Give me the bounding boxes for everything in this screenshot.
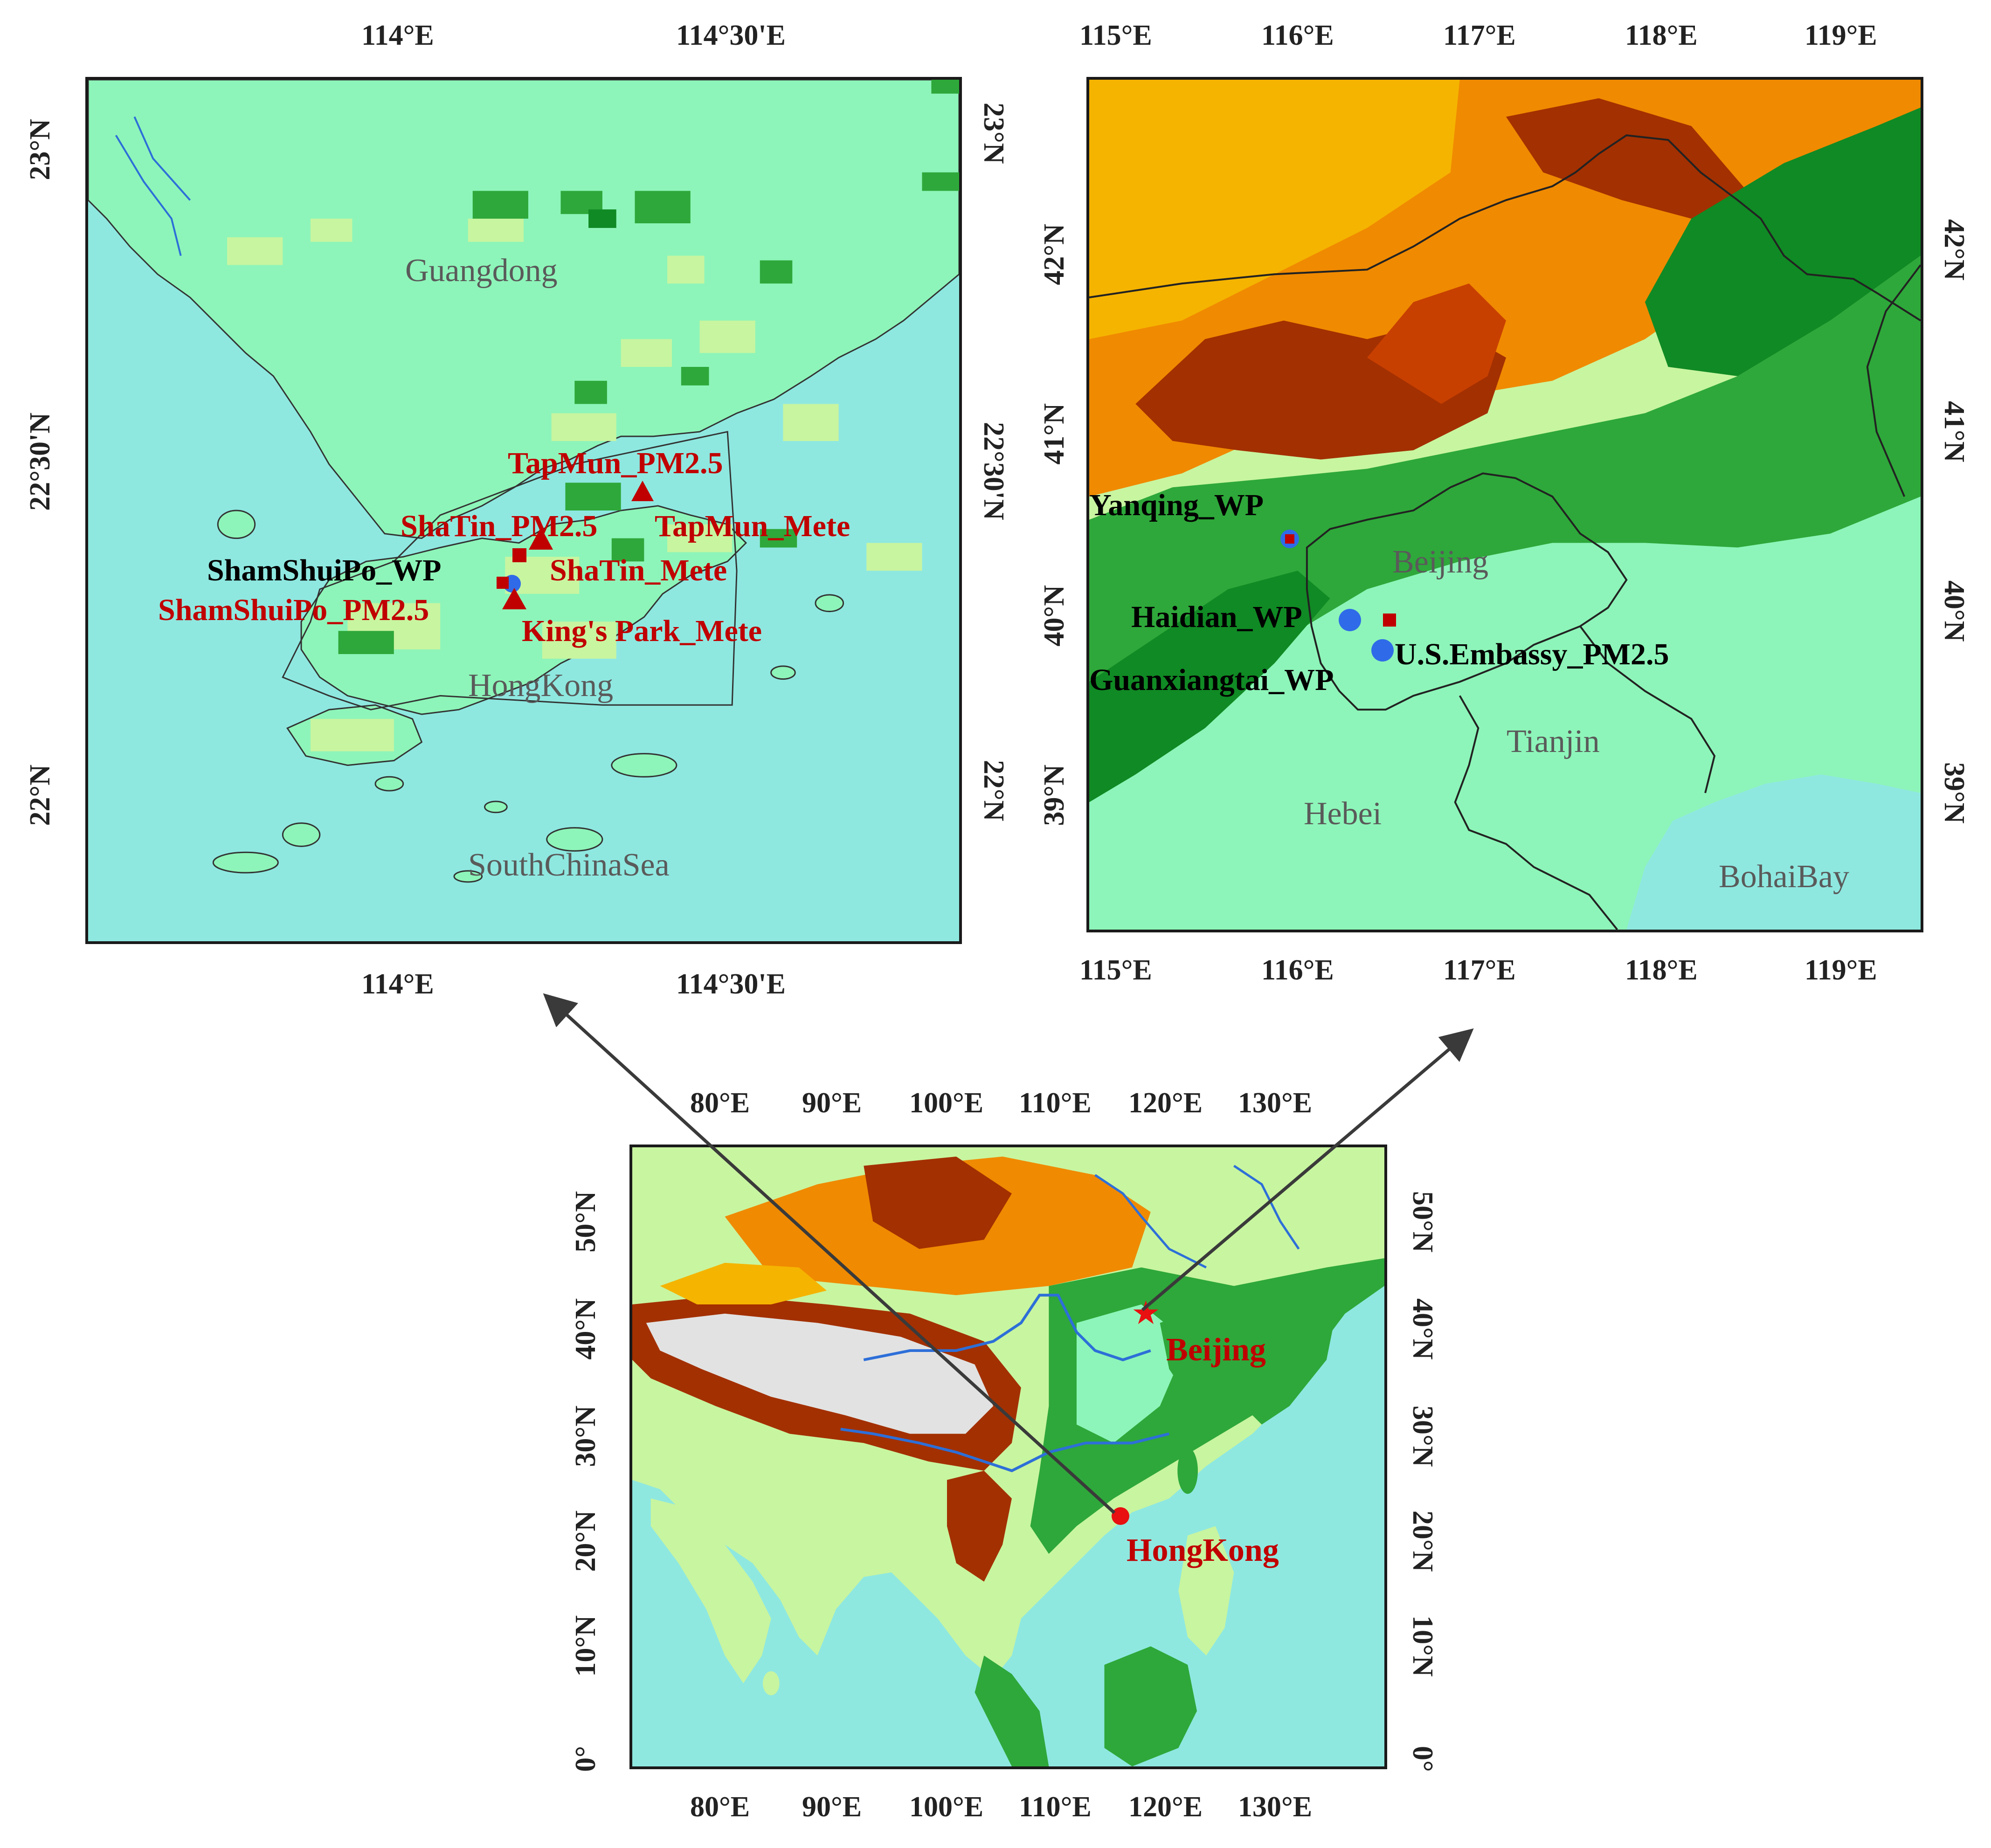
bj-top-tick-4: 118°E — [1625, 20, 1698, 51]
label-tapmun-pm: TapMun_PM2.5 — [508, 446, 723, 480]
cn-top-tick-5: 120°E — [1128, 1087, 1203, 1119]
china-map-frame: ★ Beijing HongKong — [629, 1145, 1387, 1769]
shatin-mete-marker — [529, 527, 553, 550]
bj-top-tick-1: 115°E — [1079, 20, 1152, 51]
cn-right-tick-4: 20°N — [1407, 1510, 1438, 1572]
hk-right-tick-2: 22°30'N — [978, 422, 1009, 520]
cn-top-tick-4: 110°E — [1019, 1087, 1092, 1119]
cn-top-tick-6: 130°E — [1238, 1087, 1313, 1119]
bj-top-tick-5: 119°E — [1804, 20, 1877, 51]
cn-right-tick-5: 10°N — [1407, 1615, 1438, 1677]
bj-left-tick-1: 42°N — [1038, 224, 1070, 285]
label-shamshuipo-wp: ShamShuiPo_WP — [207, 553, 442, 587]
label-tapmun-mete: TapMun_Mete — [655, 509, 850, 543]
cn-left-tick-1: 50°N — [570, 1191, 601, 1253]
cn-bottom-tick-6: 130°E — [1238, 1791, 1313, 1823]
cn-right-tick-6: 0° — [1407, 1746, 1438, 1772]
cn-right-tick-2: 40°N — [1407, 1298, 1438, 1360]
cn-bottom-tick-3: 100°E — [909, 1791, 984, 1823]
bj-bottom-tick-5: 119°E — [1804, 954, 1877, 986]
label-shatin-mete: ShaTin_Mete — [550, 553, 727, 587]
region-southchinasea: SouthChinaSea — [468, 847, 670, 883]
bj-bottom-tick-2: 116°E — [1261, 954, 1334, 986]
beijing-map-frame: Beijing Tianjin Hebei BohaiBay Yanqing_W… — [1086, 77, 1923, 932]
us-embassy-pm-marker — [1383, 614, 1396, 627]
region-hongkong: HongKong — [468, 668, 614, 703]
cn-left-tick-3: 30°N — [570, 1406, 601, 1467]
bj-right-tick-2: 41°N — [1938, 401, 1970, 462]
hk-top-tick-2: 114°30'E — [676, 20, 786, 51]
haidian-wp-marker — [1339, 609, 1361, 631]
hongkong-map-frame: Guangdong HongKong SouthChinaSea TapMun_… — [85, 77, 962, 944]
cn-bottom-tick-5: 120°E — [1128, 1791, 1203, 1823]
label-shamshuipo-pm: ShamShuiPo_PM2.5 — [158, 593, 429, 627]
region-guangdong: Guangdong — [405, 253, 558, 289]
cn-left-tick-5: 10°N — [570, 1615, 601, 1677]
label-kingspark-mete: King's Park_Mete — [522, 614, 762, 648]
hk-left-tick-3: 22°N — [24, 765, 56, 826]
hk-top-tick-1: 114°E — [361, 20, 434, 51]
cn-top-tick-3: 100°E — [909, 1087, 984, 1119]
shamshuipo-pm-marker — [497, 577, 509, 589]
bj-top-tick-2: 116°E — [1261, 20, 1334, 51]
bj-right-tick-1: 42°N — [1938, 219, 1970, 281]
hk-left-tick-2: 22°30'N — [24, 413, 56, 511]
label-us-embassy-pm: U.S.Embassy_PM2.5 — [1395, 637, 1669, 671]
label-yanqing-wp: Yanqing_WP — [1089, 488, 1264, 522]
cn-bottom-tick-1: 80°E — [690, 1791, 750, 1823]
cn-left-tick-6: 0° — [570, 1746, 601, 1772]
label-hongkong-city: HongKong — [1127, 1532, 1279, 1568]
bj-bottom-tick-3: 117°E — [1443, 954, 1516, 986]
bj-right-tick-3: 40°N — [1938, 580, 1970, 642]
cn-left-tick-2: 40°N — [570, 1298, 601, 1360]
label-guanxiangtai-wp: Guanxiangtai_WP — [1089, 663, 1334, 697]
region-bohaibay: BohaiBay — [1719, 859, 1849, 895]
bj-left-tick-4: 39°N — [1038, 765, 1070, 826]
bj-bottom-tick-4: 118°E — [1625, 954, 1698, 986]
kingspark-mete-marker — [502, 588, 526, 609]
hk-right-tick-3: 22°N — [978, 760, 1009, 821]
bj-right-tick-4: 39°N — [1938, 762, 1970, 824]
cn-bottom-tick-4: 110°E — [1019, 1791, 1092, 1823]
cn-right-tick-3: 30°N — [1407, 1406, 1438, 1467]
bj-bottom-tick-1: 115°E — [1079, 954, 1152, 986]
cn-right-tick-1: 50°N — [1407, 1191, 1438, 1253]
label-shatin-pm: ShaTin_PM2.5 — [401, 509, 598, 543]
bj-top-tick-3: 117°E — [1443, 20, 1516, 51]
tapmun-pm-marker — [631, 481, 654, 501]
region-hebei: Hebei — [1304, 796, 1382, 832]
label-haidian-wp: Haidian_WP — [1131, 600, 1302, 634]
hk-right-tick-1: 23°N — [978, 103, 1009, 164]
beijing-star-marker: ★ — [1131, 1294, 1161, 1332]
hongkong-dot-marker — [1112, 1507, 1129, 1525]
hk-left-tick-1: 23°N — [24, 119, 56, 180]
hk-bottom-tick-1: 114°E — [361, 968, 434, 1000]
cn-top-tick-1: 80°E — [690, 1087, 750, 1119]
guanxiangtai-wp-marker — [1371, 639, 1394, 662]
hongkong-terrain — [88, 80, 959, 941]
china-terrain — [632, 1147, 1384, 1766]
hk-bottom-tick-2: 114°30'E — [676, 968, 786, 1000]
region-tianjin: Tianjin — [1507, 724, 1600, 759]
region-beijing: Beijing — [1392, 544, 1489, 580]
bj-left-tick-3: 40°N — [1038, 585, 1070, 647]
shatin-pm-marker — [512, 548, 526, 562]
yanqing-pm-marker — [1285, 534, 1294, 544]
label-beijing-city: Beijing — [1166, 1332, 1266, 1368]
cn-left-tick-4: 20°N — [570, 1510, 601, 1572]
cn-top-tick-2: 90°E — [802, 1087, 862, 1119]
cn-bottom-tick-2: 90°E — [802, 1791, 862, 1823]
bj-left-tick-2: 41°N — [1038, 403, 1070, 465]
